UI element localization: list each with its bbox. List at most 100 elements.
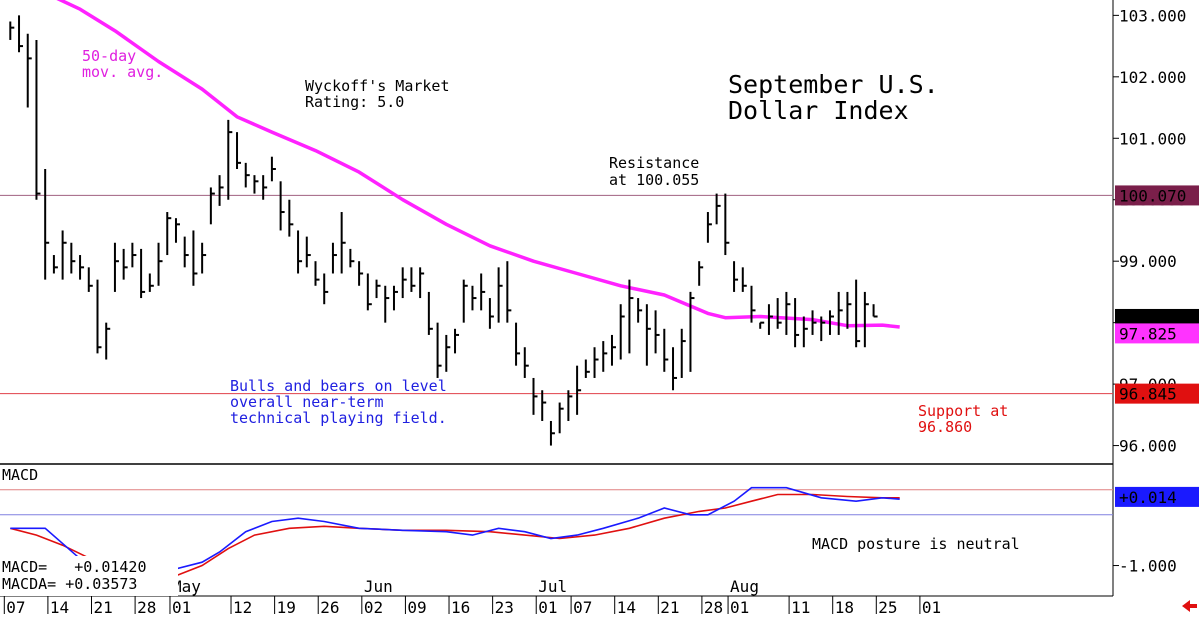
price-bar-51 xyxy=(454,328,460,354)
rating-annotation-line-2: Rating: 5.0 xyxy=(305,93,404,111)
price-bar-92 xyxy=(811,310,817,335)
price-bar-15 xyxy=(140,248,146,299)
ma-annotation-line-2: mov. avg. xyxy=(82,63,163,81)
price-bar-30 xyxy=(270,156,276,182)
price-bar-14 xyxy=(131,242,137,268)
price-bar-1 xyxy=(18,15,24,53)
price-bar-40 xyxy=(358,261,364,286)
price-bar-2 xyxy=(26,33,32,108)
price-bar-77 xyxy=(680,328,686,378)
price-bar-97 xyxy=(855,279,861,348)
month-label-0: May xyxy=(172,577,201,596)
price-bar-70 xyxy=(619,304,625,360)
macd-readout-line-2: MACDA= +0.03573 xyxy=(2,575,137,593)
price-bar-42 xyxy=(375,279,381,299)
month-label-2: Jul xyxy=(538,577,567,596)
price-bar-76 xyxy=(672,347,678,391)
price-bar-26 xyxy=(236,132,242,170)
price-bar-96 xyxy=(846,291,852,329)
price-bar-66 xyxy=(584,359,590,378)
price-bar-31 xyxy=(279,181,285,231)
price-bar-68 xyxy=(602,341,608,372)
price-bar-0 xyxy=(9,21,15,40)
x-tick-label-16: 28 xyxy=(704,598,723,617)
scroll-right-arrow-icon[interactable] xyxy=(1182,600,1197,612)
date-axis: 07 14 21 28 01 12 19 26 02 09 16 23 01 07 14 21 28 01 11 18… xyxy=(3,577,941,617)
x-tick-label-9: 09 xyxy=(407,598,426,617)
price-bar-75 xyxy=(663,328,669,372)
price-bar-62 xyxy=(549,420,555,446)
price-bar-95 xyxy=(837,291,843,335)
x-tick-label-20: 25 xyxy=(878,598,897,617)
price-bar-81 xyxy=(715,193,721,225)
reference-lines xyxy=(0,194,1113,395)
price-bar-48 xyxy=(427,291,433,335)
price-bar-57 xyxy=(506,261,512,323)
price-bar-3 xyxy=(35,39,41,200)
price-bar-58 xyxy=(515,322,521,366)
macd-readout-box xyxy=(0,556,178,596)
price-bar-33 xyxy=(297,230,303,274)
y-tick-label-6: 102.000 xyxy=(1119,68,1186,87)
comment-line-2: overall near-term xyxy=(230,393,384,411)
price-bar-56 xyxy=(497,267,503,323)
y-tick-label-5: 101.000 xyxy=(1119,129,1186,148)
price-bar-35 xyxy=(314,261,320,286)
price-bar-52 xyxy=(462,279,468,323)
price-bar-60 xyxy=(532,377,538,415)
price-bar-39 xyxy=(349,248,355,268)
price-bar-4 xyxy=(44,169,50,280)
title-line-2: Dollar Index xyxy=(728,96,909,125)
price-bar-13 xyxy=(122,248,128,280)
x-tick-label-21: 01 xyxy=(922,598,941,617)
x-tick-label-14: 14 xyxy=(617,598,636,617)
price-bar-94 xyxy=(828,310,834,335)
x-tick-label-19: 18 xyxy=(835,598,854,617)
x-tick-label-12: 01 xyxy=(538,598,557,617)
price-bar-83 xyxy=(733,261,739,292)
x-tick-label-11: 23 xyxy=(495,598,514,617)
price-label-2: 97.825 xyxy=(1115,323,1199,344)
price-bar-84 xyxy=(741,267,747,292)
macd-current-label: +0.014 xyxy=(1119,488,1177,507)
price-bar-17 xyxy=(157,242,163,286)
x-tick-label-2: 21 xyxy=(94,598,113,617)
price-bar-55 xyxy=(488,298,494,329)
x-tick-label-18: 11 xyxy=(791,598,810,617)
comment-line-1: Bulls and bears on level xyxy=(230,377,447,395)
price-bar-28 xyxy=(253,175,259,194)
macd-title: MACD xyxy=(2,466,38,484)
price-bar-49 xyxy=(436,322,442,378)
price-bar-36 xyxy=(323,273,329,305)
price-bar-50 xyxy=(445,334,451,372)
price-bar-38 xyxy=(340,212,346,274)
price-label-text-0: 100.070 xyxy=(1119,186,1186,205)
price-bar-78 xyxy=(689,291,695,372)
support-annotation-line-1: Support at xyxy=(918,402,1008,420)
price-bar-72 xyxy=(637,298,643,323)
price-bar-63 xyxy=(558,402,564,434)
macd-readout-line-1: MACD= +0.01420 xyxy=(2,558,147,576)
x-tick-label-15: 21 xyxy=(660,598,679,617)
ma-annotation-line-1: 50-day xyxy=(82,47,136,65)
price-bar-98 xyxy=(863,291,869,348)
macd-note: MACD posture is neutral xyxy=(812,535,1020,553)
price-bar-89 xyxy=(785,291,791,335)
price-bar-73 xyxy=(645,304,651,366)
price-bar-86 xyxy=(759,321,765,329)
macd-panel: -1.000 +0.014 xyxy=(0,486,1199,587)
price-bar-5 xyxy=(52,255,58,274)
price-bar-10 xyxy=(96,279,102,354)
macd-tick-label: -1.000 xyxy=(1119,557,1177,576)
price-bar-93 xyxy=(820,316,826,342)
price-bar-79 xyxy=(698,261,704,286)
price-bar-27 xyxy=(244,162,250,188)
price-bar-80 xyxy=(706,212,712,243)
month-label-3: Aug xyxy=(730,577,759,596)
y-tick-label-0: 96.000 xyxy=(1119,437,1177,456)
title-line-1: September U.S. xyxy=(728,70,939,99)
y-tick-label-3: 99.000 xyxy=(1119,252,1177,271)
